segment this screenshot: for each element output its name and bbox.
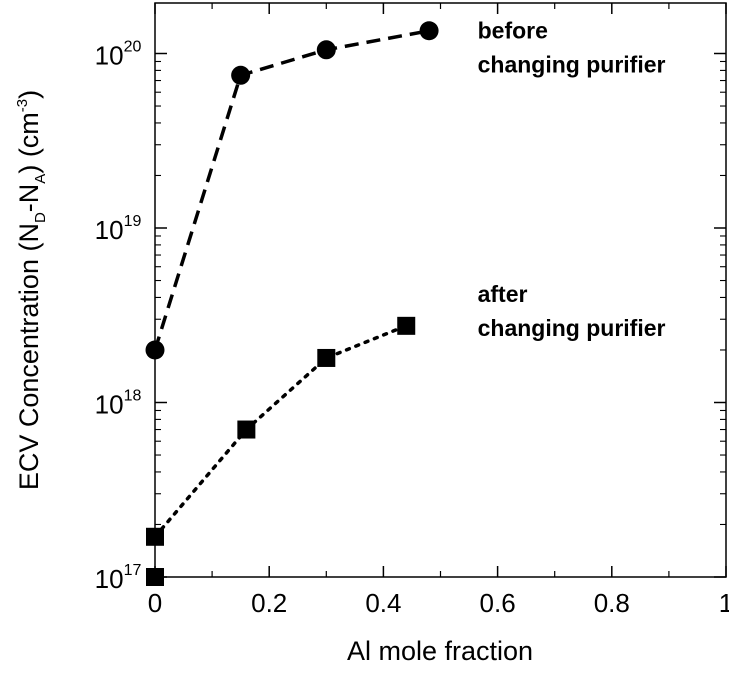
y-tick-exponent: 17	[124, 562, 142, 579]
y-axis-title-prefix: ECV Concentration (N	[14, 223, 44, 490]
after-data-point	[146, 527, 164, 546]
labels-layer: before changing purifier after changing pur…	[478, 17, 666, 340]
after-series-line	[153, 324, 408, 539]
x-tick-label: 0.2	[251, 588, 287, 618]
after-data-point	[237, 420, 256, 439]
x-tick-label: 0.8	[594, 588, 630, 618]
before-series-line	[153, 29, 430, 351]
y-axis-title-sup: -3	[14, 99, 31, 112]
x-tick-label: 0.4	[365, 588, 401, 618]
plot-frame	[154, 2, 727, 578]
before-series-label: changing purifier	[478, 51, 666, 77]
after-series-label: after	[478, 281, 528, 307]
y-tick-label: 1018	[95, 388, 142, 420]
y-axis-title-end: )	[14, 90, 44, 99]
y-tick-base: 10	[95, 215, 124, 245]
y-tick-label: 1017	[95, 562, 142, 594]
before-series-label: before	[478, 17, 548, 43]
y-axis-title-sub-a: A	[32, 174, 49, 184]
x-axis-title: Al mole fraction	[347, 636, 533, 666]
after-data-point	[146, 568, 164, 586]
before-data-point	[316, 40, 336, 60]
before-data-point	[145, 340, 165, 360]
after-data-point	[317, 348, 336, 367]
x-tick-label: 0.6	[480, 588, 516, 618]
before-data-point	[419, 21, 439, 41]
y-tick-base: 10	[95, 564, 124, 594]
y-axis-title: ECV Concentration (ND-NA) (cm-3)	[14, 90, 49, 490]
y-axis-title-mid2: ) (cm	[14, 112, 44, 173]
x-tick-label: 0	[148, 588, 162, 618]
after-data-point	[397, 316, 416, 335]
x-tick-label: 1	[719, 588, 729, 618]
before-data-point	[231, 65, 251, 85]
y-axis-title-sub-d: D	[32, 212, 49, 223]
after-series-label: changing purifier	[478, 315, 666, 341]
y-tick-base: 10	[95, 390, 124, 420]
series-layer	[145, 21, 439, 586]
y-tick-exponent: 18	[124, 388, 142, 405]
y-axis-title-mid: -N	[14, 184, 44, 213]
y-tick-label: 1020	[95, 39, 142, 71]
y-tick-label: 1019	[95, 213, 142, 245]
y-tick-exponent: 20	[124, 39, 142, 56]
y-tick-base: 10	[95, 41, 124, 71]
y-tick-exponent: 19	[124, 213, 142, 230]
